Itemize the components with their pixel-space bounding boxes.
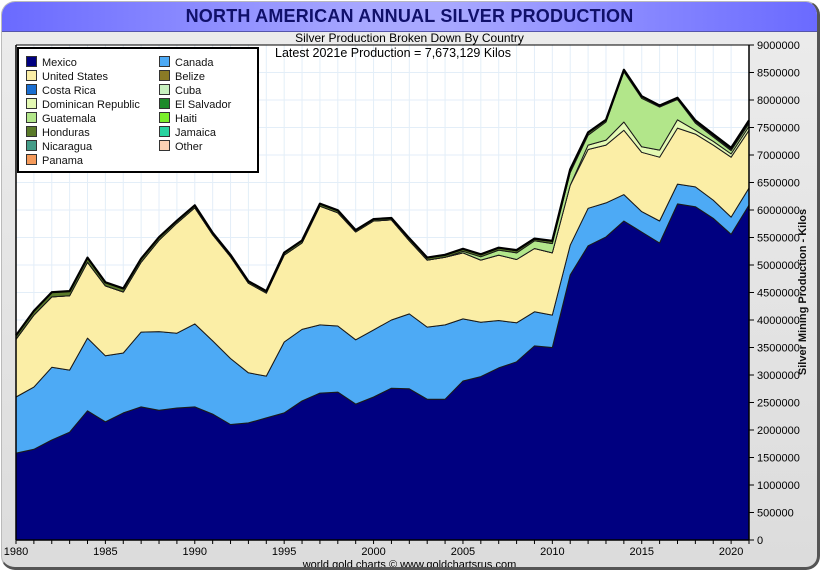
legend-item-honduras: Honduras — [26, 126, 90, 139]
y-axis-label: Silver Mining Production - Kilos — [797, 208, 809, 376]
legend-item-jamaica: Jamaica — [159, 126, 216, 139]
x-tick-label: 1985 — [93, 546, 117, 558]
legend-swatch — [26, 112, 37, 123]
legend-item-united-states: United States — [26, 70, 108, 83]
y-tick-label: 6500000 — [757, 178, 800, 190]
title-bar: NORTH AMERICAN ANNUAL SILVER PRODUCTION — [2, 2, 817, 32]
legend-item-dominican-republic: Dominican Republic — [26, 98, 140, 111]
legend: Mexico Canada United States Belize Costa Ric… — [17, 47, 259, 173]
x-tick-label: 2005 — [451, 546, 475, 558]
legend-item-panama: Panama — [26, 154, 83, 167]
legend-swatch — [26, 84, 37, 95]
legend-item-canada: Canada — [159, 56, 214, 69]
x-tick-label: 2020 — [719, 546, 743, 558]
legend-label: El Salvador — [175, 99, 232, 111]
legend-item-haiti: Haiti — [159, 112, 197, 125]
legend-label: Jamaica — [175, 127, 216, 139]
y-tick-label: 7500000 — [757, 123, 800, 135]
legend-item-nicaragua: Nicaragua — [26, 140, 92, 153]
legend-label: Guatemala — [42, 113, 96, 125]
legend-label: Haiti — [175, 113, 198, 125]
y-tick-label: 500000 — [757, 508, 794, 520]
y-tick-label: 3500000 — [757, 343, 800, 355]
x-tick-label: 1980 — [4, 546, 28, 558]
y-tick-label: 8000000 — [757, 95, 800, 107]
legend-label: Canada — [175, 57, 214, 69]
legend-label: Other — [175, 141, 203, 153]
legend-swatch — [26, 126, 37, 137]
y-tick-label: 5000000 — [757, 260, 800, 272]
x-tick-label: 1990 — [183, 546, 207, 558]
y-tick-label: 6000000 — [757, 205, 800, 217]
legend-label: Belize — [175, 71, 205, 83]
y-tick-label: 7000000 — [757, 150, 800, 162]
y-tick-label: 8500000 — [757, 68, 800, 80]
chart-title: NORTH AMERICAN ANNUAL SILVER PRODUCTION — [185, 6, 634, 26]
legend-item-costa-rica: Costa Rica — [26, 84, 96, 97]
legend-label: Nicaragua — [42, 141, 93, 153]
legend-label: United States — [42, 71, 109, 83]
x-tick-label: 2000 — [361, 546, 385, 558]
legend-item-belize: Belize — [159, 70, 205, 83]
x-tick-label: 2010 — [540, 546, 564, 558]
legend-item-el-salvador: El Salvador — [159, 98, 231, 111]
x-tick-label: 1995 — [272, 546, 296, 558]
y-tick-label: 3000000 — [757, 370, 800, 382]
legend-swatch — [26, 56, 37, 67]
legend-swatch — [26, 154, 37, 165]
legend-swatch — [159, 56, 170, 67]
legend-swatch — [26, 98, 37, 109]
legend-item-cuba: Cuba — [159, 84, 201, 97]
legend-swatch — [159, 126, 170, 137]
x-tick-label: 2015 — [629, 546, 653, 558]
total-outline — [15, 68, 750, 337]
y-tick-label: 1000000 — [757, 480, 800, 492]
legend-swatch — [159, 140, 170, 151]
legend-swatch — [159, 84, 170, 95]
legend-swatch — [26, 70, 37, 81]
legend-swatch — [159, 98, 170, 109]
y-tick-label: 4000000 — [757, 315, 800, 327]
legend-item-other: Other — [159, 140, 203, 153]
legend-item-mexico: Mexico — [26, 56, 77, 69]
y-tick-label: 2000000 — [757, 425, 800, 437]
chart-subtitle: Silver Production Broken Down By Country — [295, 31, 524, 45]
chart-footer: world gold charts © www.goldchartsrus.co… — [302, 559, 517, 570]
legend-swatch — [159, 70, 170, 81]
legend-label: Costa Rica — [42, 85, 96, 97]
legend-item-guatemala: Guatemala — [26, 112, 96, 125]
y-tick-label: 1500000 — [757, 453, 800, 465]
legend-label: Cuba — [175, 85, 202, 97]
legend-label: Mexico — [42, 57, 77, 69]
y-tick-label: 4500000 — [757, 288, 800, 300]
legend-label: Dominican Republic — [42, 99, 140, 111]
y-tick-label: 9000000 — [757, 40, 800, 52]
y-tick-label: 5500000 — [757, 233, 800, 245]
legend-swatch — [159, 112, 170, 123]
legend-swatch — [26, 140, 37, 151]
latest-production-annotation: Latest 2021e Production = 7,673,129 Kilo… — [275, 46, 511, 60]
legend-label: Panama — [42, 155, 83, 167]
legend-label: Honduras — [42, 127, 90, 139]
y-tick-label: 0 — [757, 535, 763, 547]
y-tick-label: 2500000 — [757, 398, 800, 410]
